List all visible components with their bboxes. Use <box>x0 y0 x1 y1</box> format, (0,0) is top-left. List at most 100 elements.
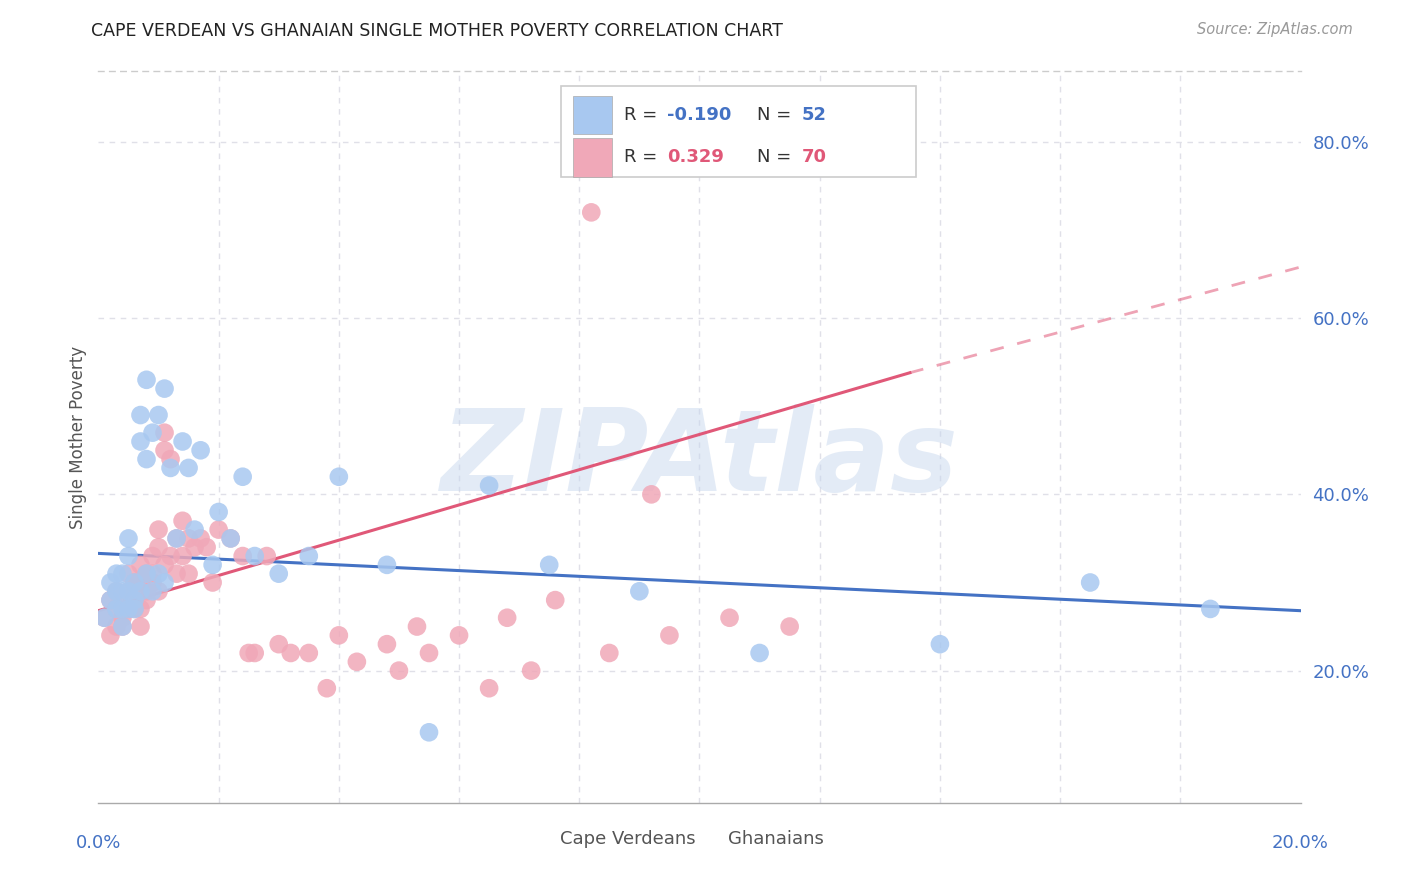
Text: 0.329: 0.329 <box>666 148 724 166</box>
Point <box>177 532 200 546</box>
Point <box>640 487 662 501</box>
Point <box>148 566 170 581</box>
Point <box>183 523 205 537</box>
Point <box>111 602 134 616</box>
Point <box>267 566 290 581</box>
Point <box>172 549 194 563</box>
Point <box>238 646 260 660</box>
Point <box>93 611 115 625</box>
Point <box>111 593 134 607</box>
Point <box>208 505 231 519</box>
Point <box>328 628 350 642</box>
Point <box>124 602 146 616</box>
Point <box>153 575 176 590</box>
Point <box>111 619 134 633</box>
Point <box>148 584 170 599</box>
Point <box>520 664 543 678</box>
Point <box>195 540 218 554</box>
Point <box>328 469 350 483</box>
Point <box>581 205 603 219</box>
Point <box>117 549 139 563</box>
Point <box>93 611 115 625</box>
Point <box>256 549 278 563</box>
Point <box>172 514 194 528</box>
Point <box>748 646 770 660</box>
Point <box>141 549 163 563</box>
Point <box>375 637 398 651</box>
Point <box>105 602 128 616</box>
Point <box>148 540 170 554</box>
Point <box>135 593 157 607</box>
Point <box>447 628 470 642</box>
Point <box>105 602 128 616</box>
Point <box>124 593 146 607</box>
Point <box>298 646 321 660</box>
Point <box>172 434 194 449</box>
FancyBboxPatch shape <box>523 823 554 853</box>
Point <box>201 558 224 572</box>
Point <box>135 566 157 581</box>
Point <box>375 558 398 572</box>
Point <box>129 558 152 572</box>
Text: CAPE VERDEAN VS GHANAIAN SINGLE MOTHER POVERTY CORRELATION CHART: CAPE VERDEAN VS GHANAIAN SINGLE MOTHER P… <box>91 22 783 40</box>
Point <box>658 628 681 642</box>
Y-axis label: Single Mother Poverty: Single Mother Poverty <box>69 345 87 529</box>
Point <box>111 566 134 581</box>
Point <box>159 549 181 563</box>
Point <box>135 584 157 599</box>
Point <box>190 532 212 546</box>
Point <box>100 593 122 607</box>
Point <box>388 664 411 678</box>
Point <box>1199 602 1222 616</box>
Point <box>232 549 254 563</box>
Point <box>346 655 368 669</box>
Point <box>718 611 741 625</box>
Point <box>141 584 163 599</box>
Point <box>538 558 561 572</box>
Point <box>280 646 302 660</box>
Text: -0.190: -0.190 <box>666 106 731 124</box>
Point <box>105 584 128 599</box>
Point <box>166 566 188 581</box>
Point <box>208 523 231 537</box>
Point <box>418 725 440 739</box>
Point <box>219 532 242 546</box>
Point <box>148 523 170 537</box>
Point <box>153 425 176 440</box>
Point <box>129 584 152 599</box>
Point <box>124 575 146 590</box>
Point <box>190 443 212 458</box>
FancyBboxPatch shape <box>561 86 915 178</box>
Point <box>177 566 200 581</box>
Point <box>141 425 163 440</box>
Point <box>100 575 122 590</box>
Point <box>183 540 205 554</box>
Point <box>929 637 952 651</box>
Point <box>129 408 152 422</box>
Text: 52: 52 <box>801 106 827 124</box>
Point <box>129 602 152 616</box>
Point <box>153 443 176 458</box>
Point <box>406 619 429 633</box>
Point <box>201 575 224 590</box>
Point <box>117 532 139 546</box>
Point <box>117 602 139 616</box>
Point <box>628 584 651 599</box>
Point <box>117 602 139 616</box>
Point <box>232 469 254 483</box>
Text: 70: 70 <box>801 148 827 166</box>
Point <box>153 558 176 572</box>
Point <box>124 602 146 616</box>
Point <box>1078 575 1101 590</box>
Point <box>100 628 122 642</box>
Point <box>166 532 188 546</box>
Point <box>177 461 200 475</box>
Point <box>117 566 139 581</box>
Point <box>496 611 519 625</box>
Point <box>243 549 266 563</box>
Text: Source: ZipAtlas.com: Source: ZipAtlas.com <box>1197 22 1353 37</box>
Text: 0.0%: 0.0% <box>76 834 121 852</box>
Point <box>267 637 290 651</box>
FancyBboxPatch shape <box>692 823 723 853</box>
FancyBboxPatch shape <box>574 96 612 135</box>
